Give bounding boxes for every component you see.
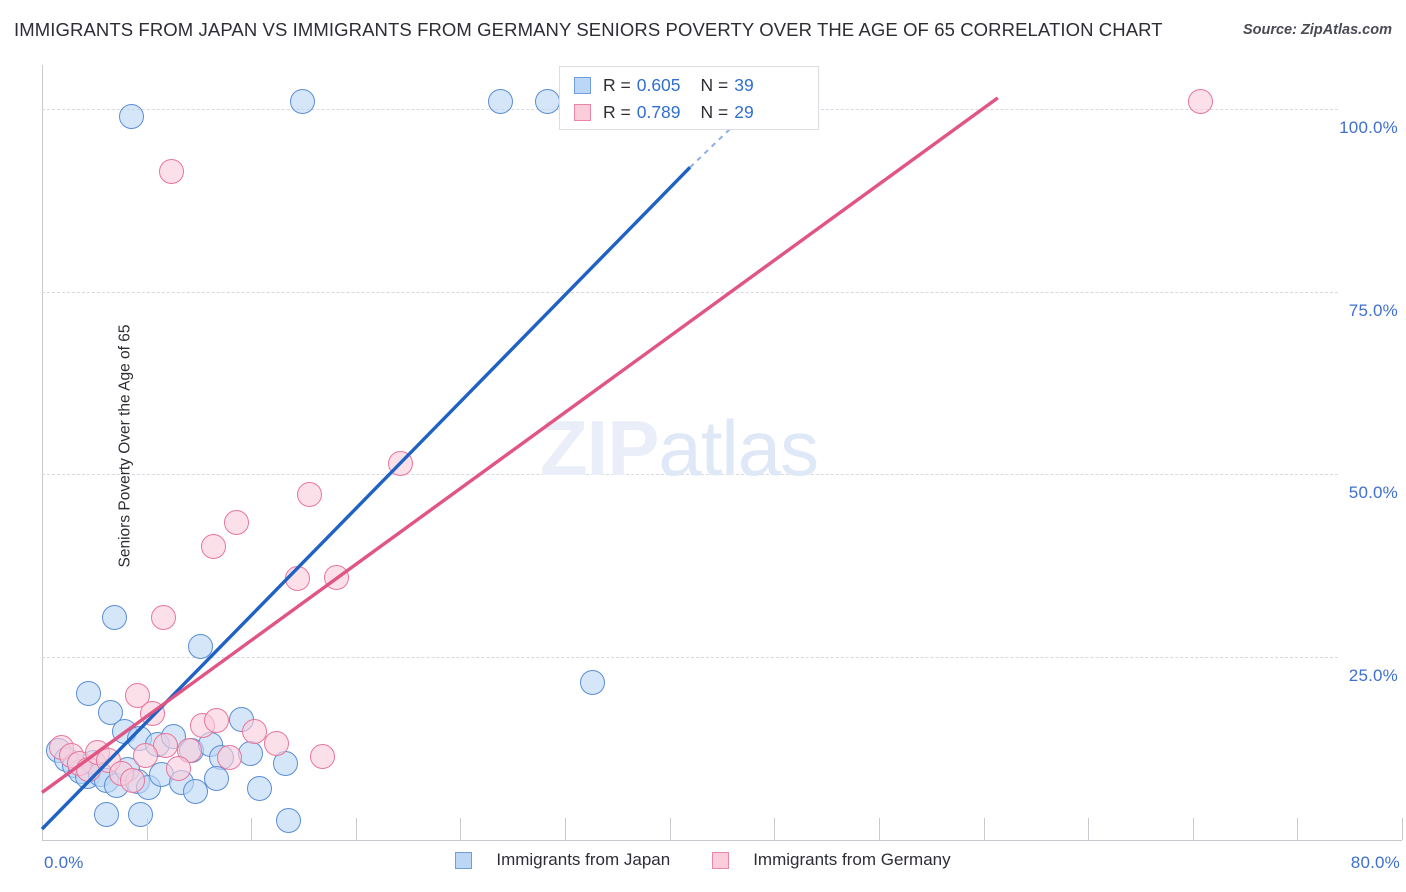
- n-value-japan: 39: [734, 75, 754, 95]
- data-point-germany[interactable]: [241, 719, 267, 745]
- source-label: Source: ZipAtlas.com: [1242, 22, 1392, 38]
- y-axis-tick-label: 75.0%: [1348, 300, 1398, 320]
- x-axis-tick: [251, 818, 253, 840]
- r-label-germany: R =: [603, 102, 631, 122]
- data-point-germany[interactable]: [223, 510, 249, 536]
- x-axis-tick: [878, 818, 880, 840]
- x-axis-tick: [774, 818, 776, 840]
- n-value-germany: 29: [734, 102, 754, 122]
- x-axis-tick: [355, 818, 357, 840]
- r-value-japan: 0.605: [636, 75, 681, 95]
- x-axis-tick: [669, 818, 671, 840]
- data-point-japan[interactable]: [94, 801, 120, 827]
- x-axis-max-label: 80.0%: [1350, 853, 1400, 872]
- data-point-germany[interactable]: [285, 566, 311, 592]
- data-point-germany[interactable]: [387, 450, 413, 476]
- x-axis-tick: [42, 818, 43, 840]
- legend-item-germany[interactable]: Immigrants from Germany: [712, 850, 951, 870]
- x-axis-tick: [1088, 818, 1090, 840]
- x-axis-tick: [146, 818, 148, 840]
- stats-row-japan: R = 0.605 N = 39: [574, 72, 818, 99]
- y-axis-tick-label: 50.0%: [1348, 483, 1398, 503]
- data-point-japan[interactable]: [188, 633, 214, 659]
- data-point-japan[interactable]: [102, 604, 128, 630]
- x-axis-line: [42, 840, 1402, 841]
- data-point-japan[interactable]: [76, 681, 102, 707]
- n-label-japan: N =: [700, 75, 729, 95]
- stats-row-germany: R = 0.789 N = 29: [574, 99, 818, 126]
- data-point-germany[interactable]: [159, 158, 185, 184]
- page-title: IMMIGRANTS FROM JAPAN VS IMMIGRANTS FROM…: [14, 19, 1163, 40]
- data-point-germany[interactable]: [1187, 89, 1213, 115]
- x-axis-tick: [1297, 818, 1299, 840]
- n-label-germany: N =: [700, 102, 729, 122]
- data-point-germany[interactable]: [217, 744, 243, 770]
- x-axis-tick: [1402, 818, 1403, 840]
- plot-area: ZIPatlas: [42, 65, 1338, 840]
- data-point-japan[interactable]: [246, 776, 272, 802]
- y-axis-tick-label: 25.0%: [1348, 666, 1398, 686]
- data-point-japan[interactable]: [275, 808, 301, 834]
- data-point-germany[interactable]: [309, 744, 335, 770]
- data-point-germany[interactable]: [139, 701, 165, 726]
- data-point-japan[interactable]: [128, 801, 154, 827]
- chart-legend: Immigrants from Japan Immigrants from Ge…: [0, 850, 1406, 870]
- x-axis-tick: [460, 818, 462, 840]
- data-point-germany[interactable]: [120, 767, 146, 793]
- series-swatch-germany-icon: [574, 104, 591, 121]
- data-point-germany[interactable]: [324, 565, 350, 591]
- watermark-light: atlas: [658, 404, 819, 492]
- legend-swatch-germany-icon: [712, 851, 730, 869]
- data-point-germany[interactable]: [204, 708, 230, 734]
- x-axis-tick: [565, 818, 567, 840]
- x-axis-min-label: 0.0%: [44, 853, 84, 872]
- data-point-japan[interactable]: [290, 89, 316, 115]
- data-point-japan[interactable]: [118, 103, 144, 129]
- data-point-germany[interactable]: [296, 482, 322, 508]
- y-axis-tick-label: 100.0%: [1339, 117, 1398, 137]
- watermark: ZIPatlas: [540, 403, 819, 494]
- x-axis-tick: [1192, 818, 1194, 840]
- gridline: [42, 291, 1338, 293]
- r-label-japan: R =: [603, 75, 631, 95]
- data-point-japan[interactable]: [534, 89, 560, 115]
- legend-item-japan[interactable]: Immigrants from Japan: [455, 850, 670, 870]
- watermark-bold: ZIP: [540, 404, 659, 492]
- data-point-germany[interactable]: [133, 742, 159, 768]
- data-point-japan[interactable]: [204, 766, 230, 792]
- correlation-stats-box: R = 0.605 N = 39 R = 0.789 N = 29: [559, 66, 819, 130]
- data-point-japan[interactable]: [238, 741, 264, 767]
- data-point-japan[interactable]: [487, 89, 513, 115]
- data-point-japan[interactable]: [580, 670, 606, 696]
- data-point-germany[interactable]: [151, 604, 176, 630]
- legend-swatch-japan-icon: [455, 851, 473, 869]
- legend-label-germany: Immigrants from Germany: [753, 850, 951, 869]
- series-swatch-japan-icon: [574, 77, 591, 94]
- data-point-germany[interactable]: [165, 755, 191, 781]
- legend-label-japan: Immigrants from Japan: [496, 850, 671, 869]
- data-point-germany[interactable]: [201, 533, 227, 559]
- x-axis-tick: [983, 818, 985, 840]
- gridline: [42, 657, 1338, 659]
- r-value-germany: 0.789: [636, 102, 681, 122]
